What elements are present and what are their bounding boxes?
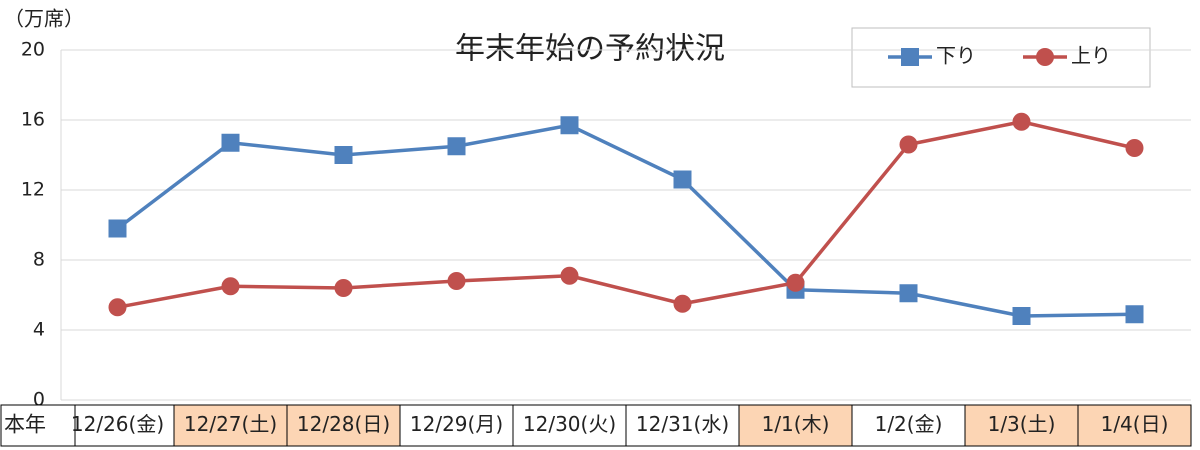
marker: [560, 116, 579, 135]
marker: [899, 284, 918, 303]
x-tick-label: 1/2(金): [875, 412, 943, 436]
category-cell: [625, 404, 740, 447]
category-cell: [851, 404, 966, 447]
chart-title: 年末年始の予約状況: [455, 32, 725, 67]
x-tick-label: 12/31(水): [636, 412, 729, 436]
marker: [673, 170, 692, 189]
marker: [899, 135, 918, 154]
marker: [221, 133, 240, 152]
category-cell: [1077, 404, 1192, 447]
x-tick-label: 1/3(土): [988, 412, 1056, 436]
category-cell: [173, 404, 288, 447]
x-tick-label: 1/1(木): [762, 412, 830, 436]
legend-marker: [1036, 48, 1054, 66]
category-cell: [738, 404, 853, 447]
x-tick-label: 12/26(金): [71, 412, 164, 436]
y-axis-label: （万席）: [4, 7, 84, 31]
marker: [447, 272, 466, 290]
line: [116, 123, 1135, 318]
marker: [1125, 305, 1144, 324]
marker: [334, 279, 353, 297]
category-cell: [964, 404, 1079, 447]
y-tick-label: 20: [21, 39, 45, 61]
x-tick-label: 1/4(日): [1101, 412, 1169, 436]
marker: [447, 137, 466, 156]
marker: [334, 146, 353, 164]
marker: [108, 219, 127, 238]
line: [117, 120, 1135, 309]
category-cell: [399, 404, 514, 447]
row-header: 本年: [4, 413, 46, 437]
marker: [560, 266, 579, 285]
category-cell: [74, 404, 175, 447]
x-tick-label: 12/28(日): [297, 412, 390, 436]
marker: [1125, 139, 1144, 157]
legend-marker: [901, 48, 919, 66]
legend-label: 上り: [1071, 44, 1111, 68]
y-tick-label: 12: [21, 179, 45, 201]
category-cell: [512, 404, 627, 447]
y-tick-label: 4: [33, 319, 45, 341]
x-tick-label: 12/29(月): [410, 412, 503, 436]
marker: [108, 298, 127, 317]
x-tick-label: 12/27(土): [184, 412, 277, 436]
marker: [786, 273, 805, 292]
marker: [1012, 307, 1031, 325]
row-header-cell: [0, 404, 76, 447]
legend-label: 下り: [936, 44, 976, 68]
y-tick-label: 16: [21, 109, 45, 131]
y-tick-label: 8: [33, 249, 45, 271]
marker: [1012, 112, 1031, 131]
marker: [221, 277, 240, 296]
marker: [673, 294, 692, 313]
x-tick-label: 12/30(火): [523, 412, 616, 436]
